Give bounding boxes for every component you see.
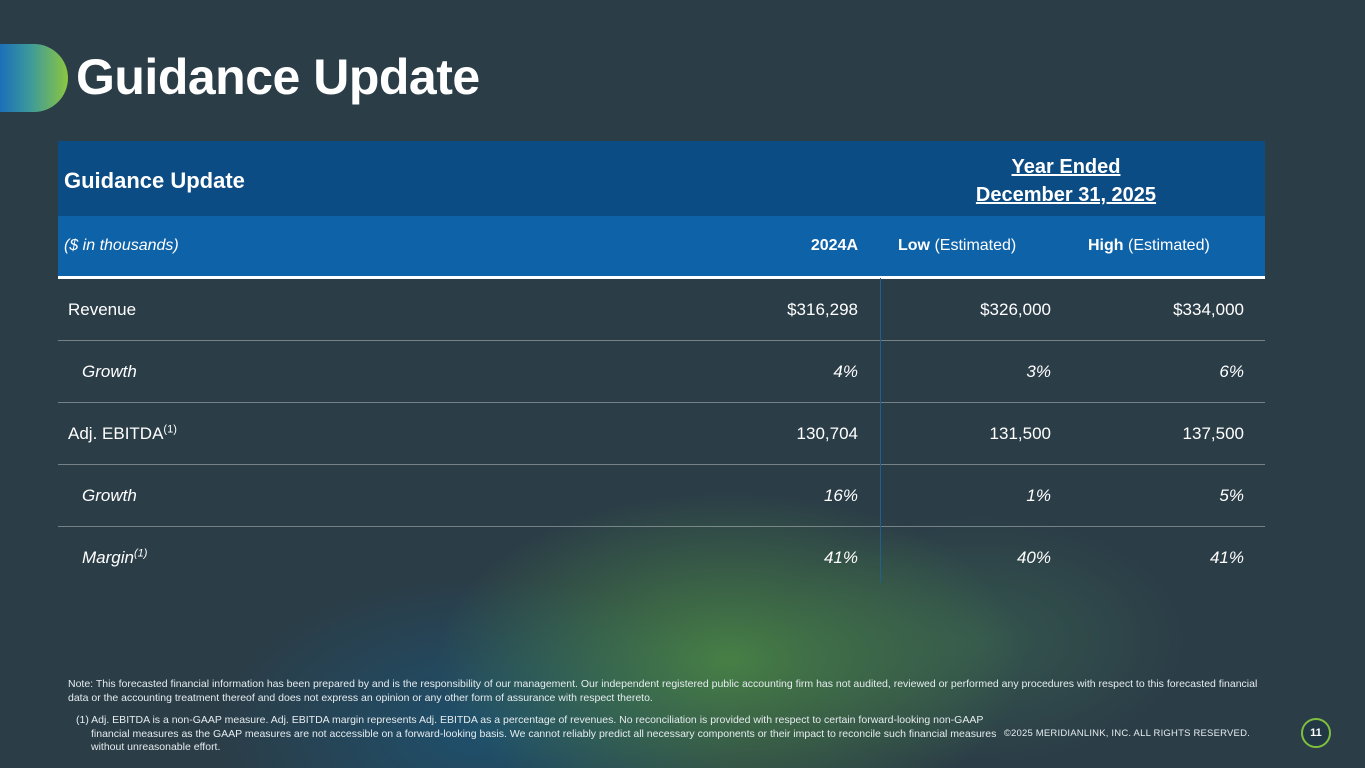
cell-low: $326,000 [980, 300, 1051, 319]
period-header: Year Ended December 31, 2025 [926, 153, 1206, 209]
cell-2024a: $316,298 [787, 300, 858, 319]
table-header-columns: ($ in thousands) 2024A Low (Estimated) H… [58, 216, 1265, 279]
footnote-marker: (1) [163, 423, 177, 436]
column-header-low: Low (Estimated) [898, 237, 1016, 255]
cell-high: 41% [1209, 548, 1244, 567]
cell-low: 1% [1026, 486, 1051, 505]
footnote-marker: (1) [133, 547, 148, 560]
row-label: Growth [82, 362, 137, 381]
cell-high: 6% [1219, 362, 1244, 381]
table-row-ebitda-growth: Growth 16% 1% 5% [58, 465, 1265, 527]
cell-low: 40% [1016, 548, 1051, 567]
table-title: Guidance Update [64, 168, 245, 193]
low-bold: Low [898, 237, 930, 254]
column-divider [880, 278, 881, 583]
page-number-badge: 11 [1301, 718, 1331, 748]
copyright-text: ©2025 MERIDIANLINK, INC. ALL RIGHTS RESE… [1003, 728, 1250, 739]
row-label: Revenue [68, 300, 137, 319]
cell-low: 131,500 [989, 424, 1051, 443]
low-suffix: (Estimated) [930, 237, 1017, 254]
row-label: Margin(1) [82, 547, 148, 567]
column-header-2024a: 2024A [810, 237, 858, 254]
forecast-note: Note: This forecasted financial informat… [68, 678, 1258, 704]
cell-2024a: 41% [823, 548, 858, 567]
cell-2024a: 4% [833, 362, 858, 381]
page-title: Guidance Update [76, 49, 480, 105]
period-line-2: December 31, 2025 [975, 184, 1157, 206]
high-bold: High [1088, 237, 1124, 254]
high-suffix: (Estimated) [1123, 237, 1210, 254]
table-row-revenue-growth: Growth 4% 3% 6% [58, 341, 1265, 403]
table-row-revenue: Revenue $316,298 $326,000 $334,000 [58, 279, 1265, 341]
title-accent-tab [0, 44, 68, 112]
column-header-high: High (Estimated) [1088, 237, 1210, 255]
table-row-adj-ebitda: Adj. EBITDA(1) 130,704 131,500 137,500 [58, 403, 1265, 465]
cell-low: 3% [1026, 362, 1051, 381]
period-line-1: Year Ended [1011, 156, 1121, 178]
footnote-1: (1) Adj. EBITDA is a non-GAAP measure. A… [76, 714, 997, 753]
cell-2024a: 130,704 [796, 424, 858, 443]
cell-high: 137,500 [1182, 424, 1244, 443]
units-label: ($ in thousands) [64, 237, 179, 254]
row-label: Growth [82, 486, 137, 505]
row-label: Adj. EBITDA(1) [68, 423, 177, 443]
table-header-top: Guidance Update Year Ended December 31, … [58, 141, 1265, 216]
cell-2024a: 16% [823, 486, 858, 505]
table-row-margin: Margin(1) 41% 40% 41% [58, 527, 1265, 588]
cell-high: $334,000 [1173, 300, 1244, 319]
cell-high: 5% [1219, 486, 1244, 505]
guidance-table: Guidance Update Year Ended December 31, … [58, 141, 1265, 588]
